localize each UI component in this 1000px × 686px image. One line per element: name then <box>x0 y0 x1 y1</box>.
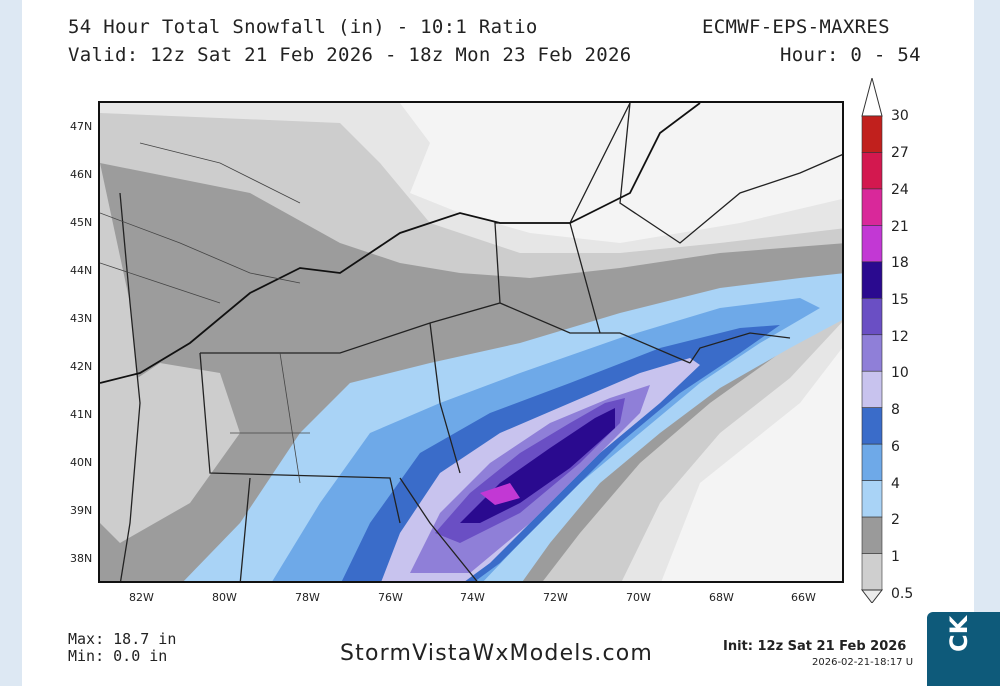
colorbar-level: 6 <box>891 439 900 455</box>
colorbar-level: 15 <box>891 292 909 308</box>
colorbar-level: 12 <box>891 329 909 345</box>
lat-label: 41N <box>70 408 93 421</box>
snowfall-map <box>98 101 844 583</box>
model-name: ECMWF-EPS-MAXRES <box>702 16 890 38</box>
lon-label: 82W <box>129 591 154 604</box>
lat-label: 45N <box>70 216 93 229</box>
colorbar-level: 27 <box>891 145 909 161</box>
state-borders <box>119 103 842 581</box>
colorbar-top-arrow <box>861 78 883 117</box>
colorbar-swatch <box>861 443 883 481</box>
colorbar-level: 2 <box>891 512 900 528</box>
colorbar-swatch <box>861 516 883 554</box>
colorbar-level: 8 <box>891 402 900 418</box>
lon-label: 66W <box>791 591 816 604</box>
colorbar-swatch <box>861 407 883 445</box>
colorbar-level: 21 <box>891 219 909 235</box>
colorbar <box>860 78 884 603</box>
colorbar-level: 1 <box>891 549 900 565</box>
lon-label: 76W <box>378 591 403 604</box>
generated-timestamp: 2026-02-21-18:17 U <box>812 657 914 668</box>
feedback-tab[interactable]: CK <box>927 612 1000 686</box>
colorbar-level: 10 <box>891 365 909 381</box>
lat-label: 40N <box>70 456 93 469</box>
snow-max-pocket <box>480 483 520 505</box>
colorbar-swatch <box>861 225 883 263</box>
colorbar-swatch <box>861 152 883 190</box>
colorbar-swatch <box>861 188 883 226</box>
lon-label: 74W <box>460 591 485 604</box>
colorbar-bottom-arrow <box>860 589 884 603</box>
site-watermark: StormVistaWxModels.com <box>340 641 654 666</box>
lon-label: 78W <box>295 591 320 604</box>
colorbar-swatch <box>861 334 883 372</box>
colorbar-swatch <box>861 115 883 153</box>
colorbar-level: 0.5 <box>891 586 914 602</box>
county-lines <box>100 142 310 484</box>
lon-label: 80W <box>212 591 237 604</box>
colorbar-level: 24 <box>891 182 909 198</box>
lat-label: 47N <box>70 120 93 133</box>
lat-label: 44N <box>70 264 93 277</box>
lat-label: 42N <box>70 360 93 373</box>
colorbar-swatch <box>861 553 883 591</box>
colorbar-swatch <box>861 370 883 408</box>
colorbar-level: 30 <box>891 108 909 124</box>
max-value: Max: 18.7 in <box>68 630 177 648</box>
lat-label: 46N <box>70 168 93 181</box>
lon-label: 70W <box>626 591 651 604</box>
init-time: Init: 12z Sat 21 Feb 2026 <box>723 639 907 654</box>
lat-label: 43N <box>70 312 93 325</box>
lat-label: 38N <box>70 552 93 565</box>
country-border <box>100 103 701 384</box>
forecast-hours: Hour: 0 - 54 <box>780 44 921 66</box>
colorbar-swatch <box>861 298 883 336</box>
colorbar-level: 4 <box>891 476 900 492</box>
min-value: Min: 0.0 in <box>68 647 168 665</box>
map-title: 54 Hour Total Snowfall (in) - 10:1 Ratio <box>68 16 538 38</box>
colorbar-level: 18 <box>891 255 909 271</box>
lon-label: 72W <box>543 591 568 604</box>
valid-period: Valid: 12z Sat 21 Feb 2026 - 18z Mon 23 … <box>68 44 632 66</box>
lat-label: 39N <box>70 504 93 517</box>
lon-label: 68W <box>709 591 734 604</box>
feedback-tab-label: CK <box>945 615 973 652</box>
colorbar-swatch <box>861 480 883 518</box>
colorbar-swatch <box>861 261 883 299</box>
